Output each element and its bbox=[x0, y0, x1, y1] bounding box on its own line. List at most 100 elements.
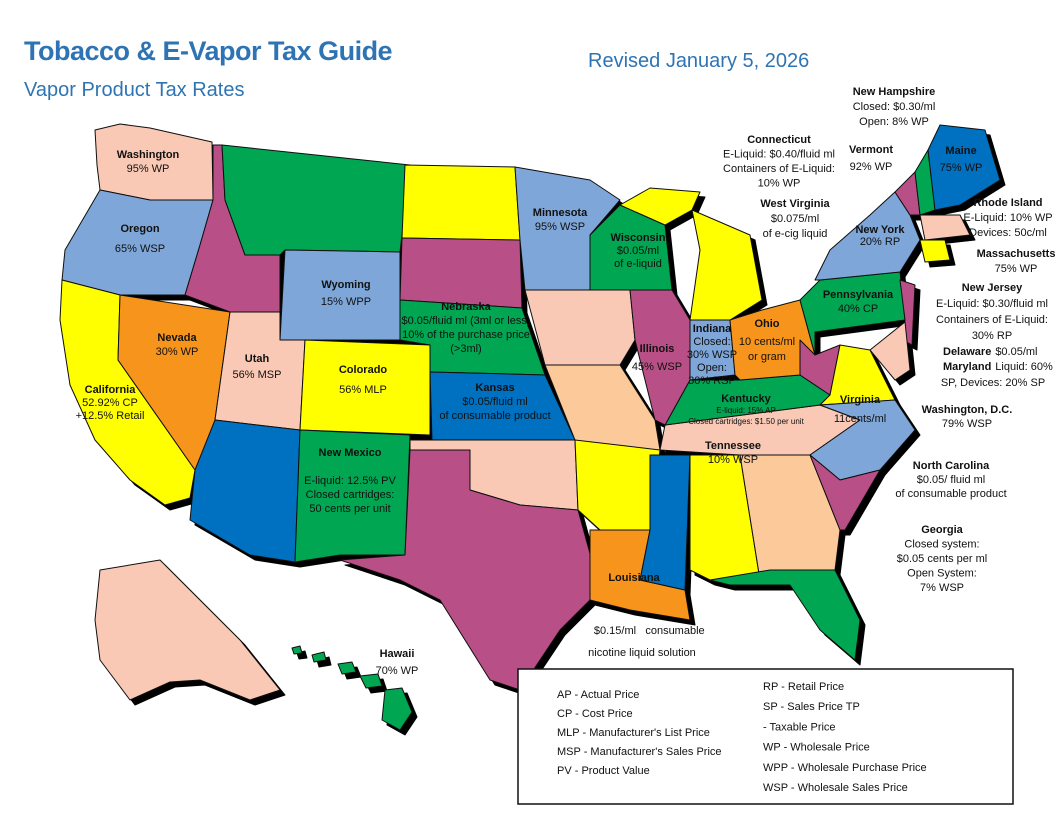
state-tax: 10% WP bbox=[758, 178, 801, 190]
state-tax: of consumable product bbox=[439, 410, 550, 422]
state-tax: of e-liquid bbox=[614, 258, 662, 270]
state-tax: $0.05/fluid ml (3ml or less) bbox=[402, 315, 531, 327]
state-tax: 70% WP bbox=[376, 665, 419, 677]
state-tax: of consumable product bbox=[895, 488, 1006, 500]
state-name: Tennessee bbox=[705, 440, 761, 452]
revised-date: Revised January 5, 2026 bbox=[588, 50, 809, 72]
state-name: Colorado bbox=[339, 364, 388, 376]
state-tax: 95% WSP bbox=[535, 221, 585, 233]
state-name: Kentucky bbox=[721, 393, 771, 405]
state-name: Delaware bbox=[943, 346, 991, 358]
state-label: Maryland Liquid: 60% bbox=[943, 361, 1053, 373]
state-name: Rhode Island bbox=[973, 197, 1042, 209]
subtitle: Vapor Product Tax Rates bbox=[24, 79, 245, 101]
state-tax: E-Liquid: $0.40/fluid ml bbox=[723, 149, 835, 161]
state-tax: $0.075/ml bbox=[771, 213, 819, 225]
state-tax: 52.92% CP bbox=[82, 397, 138, 409]
state-name: Wyoming bbox=[321, 279, 370, 291]
state-tax: 79% WSP bbox=[942, 418, 992, 430]
state-name: Minnesota bbox=[533, 207, 588, 219]
state-name: Ohio bbox=[754, 318, 779, 330]
state-shape bbox=[337, 661, 357, 675]
state-shape bbox=[589, 204, 673, 291]
state-tax: Closed: bbox=[693, 336, 730, 348]
state-shape bbox=[574, 439, 661, 531]
state-tax: 65% WSP bbox=[115, 243, 165, 255]
legend-item: PV - Product Value bbox=[557, 765, 650, 777]
legend: AP - Actual Price CP - Cost Price MLP - Ma… bbox=[557, 681, 927, 794]
state-name: Maryland bbox=[943, 361, 991, 373]
state-tax: 92% WP bbox=[850, 161, 893, 173]
state-tax: 10 cents/ml bbox=[739, 336, 795, 348]
state-shape bbox=[339, 449, 601, 691]
state-tax: 45% WSP bbox=[632, 361, 682, 373]
state-tax: $0.05/ml bbox=[617, 245, 659, 257]
state-name: Massachusetts bbox=[977, 248, 1056, 260]
state-name: New Jersey bbox=[962, 282, 1023, 294]
state-tax: 75% WP bbox=[940, 162, 983, 174]
state-name: North Carolina bbox=[913, 460, 990, 472]
state-shape bbox=[639, 454, 691, 591]
state-tax: 30% RP bbox=[972, 330, 1012, 342]
state-tax: Open: bbox=[697, 362, 727, 374]
state-name: Kansas bbox=[475, 382, 514, 394]
state-name: Connecticut bbox=[747, 134, 811, 146]
state-tax: Closed: $0.30/ml bbox=[853, 101, 936, 113]
state-tax: Containers of E-Liquid: bbox=[723, 163, 835, 175]
state-shape bbox=[94, 559, 281, 701]
state-name: Louisiana bbox=[608, 572, 660, 584]
state-tax: 10% WSP bbox=[708, 454, 758, 466]
state-tax: 95% WP bbox=[127, 163, 170, 175]
state-shape bbox=[927, 124, 1001, 211]
state-name: Hawaii bbox=[380, 648, 415, 660]
state-name: Nevada bbox=[157, 332, 197, 344]
state-shape bbox=[294, 429, 411, 563]
state-tax: 40% CP bbox=[838, 303, 878, 315]
state-shape bbox=[619, 187, 701, 226]
state-tax: 11cents/ml bbox=[834, 413, 886, 425]
state-tax: Closed cartridges: bbox=[306, 489, 395, 501]
state-shape bbox=[399, 237, 523, 309]
state-name: Utah bbox=[245, 353, 270, 365]
state-shape bbox=[221, 144, 411, 256]
state-tax: E-Liquid: 10% WP bbox=[963, 212, 1052, 224]
legend-item: MLP - Manufacturer's List Price bbox=[557, 727, 710, 739]
state-tax: 20% RP bbox=[860, 236, 900, 248]
state-shape bbox=[629, 289, 691, 426]
state-name: New Mexico bbox=[319, 447, 382, 459]
state-shape bbox=[311, 651, 327, 663]
title: Tobacco & E-Vapor Tax Guide bbox=[24, 36, 393, 66]
state-tax: 30% RSP bbox=[688, 375, 736, 387]
state-tax: 30% WP bbox=[156, 346, 199, 358]
state-tax: $0.05/fluid ml bbox=[462, 396, 527, 408]
state-name: Virginia bbox=[840, 394, 881, 406]
state-shape bbox=[359, 673, 383, 689]
state-tax: E-liquid: 12.5% PV bbox=[304, 475, 396, 487]
state-name: Indiana bbox=[693, 323, 732, 335]
state-shape bbox=[524, 289, 636, 366]
state-tax: or gram bbox=[748, 351, 786, 363]
state-shape bbox=[809, 454, 881, 531]
state-shape bbox=[919, 239, 951, 263]
state-name: Georgia bbox=[921, 524, 963, 536]
state-name: Oregon bbox=[120, 223, 159, 235]
state-shape bbox=[919, 214, 971, 241]
state-tax: $0.05/ml bbox=[995, 346, 1037, 358]
legend-item: MSP - Manufacturer's Sales Price bbox=[557, 746, 722, 758]
state-tax: E-Liquid: $0.30/fluid ml bbox=[936, 298, 1048, 310]
legend-item: AP - Actual Price bbox=[557, 689, 639, 701]
state-tax: Containers of E-Liquid: bbox=[936, 314, 1048, 326]
state-tax: 7% WSP bbox=[920, 582, 964, 594]
state-shape bbox=[401, 164, 521, 241]
state-tax: +12.5% Retail bbox=[76, 410, 145, 422]
state-name: Pennsylvania bbox=[823, 289, 894, 301]
state-name: Washington, D.C. bbox=[922, 404, 1013, 416]
legend-item: WPP - Wholesale Purchase Price bbox=[763, 762, 927, 774]
state-tax: 50 cents per unit bbox=[309, 503, 390, 515]
state-tax: 30% WSP bbox=[687, 349, 737, 361]
state-name: New York bbox=[855, 224, 905, 236]
state-tax: 75% WP bbox=[995, 263, 1038, 275]
state-shape bbox=[689, 209, 763, 321]
